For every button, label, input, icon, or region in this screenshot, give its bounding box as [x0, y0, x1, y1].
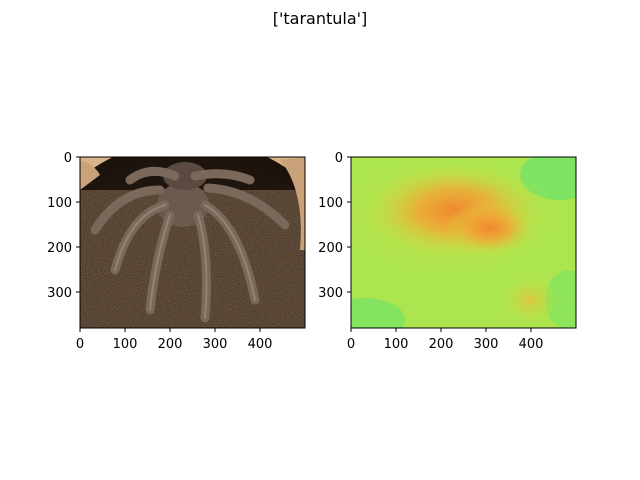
photo-xtick-label: 0	[76, 337, 84, 352]
heatmap-xtick-label: 0	[347, 337, 355, 352]
heatmap-panel: 0 100 200 300 400 0 100 200 300	[318, 151, 577, 352]
photo-axes-frame	[79, 156, 306, 329]
figure-title: ['tarantula']	[273, 9, 368, 28]
heatmap-xtick-label: 100	[384, 337, 409, 352]
heatmap-axis-ticks: 0 100 200 300 400 0 100 200 300	[318, 151, 543, 352]
photo-xtick-label: 200	[158, 337, 183, 352]
photo-xtick-label: 300	[203, 337, 228, 352]
heatmap-xtick-label: 400	[519, 337, 544, 352]
photo-xtick-label: 100	[113, 337, 138, 352]
photo-ytick-label: 0	[64, 151, 72, 166]
photo-panel: 0 100 200 300 400 0 100 200 300	[47, 151, 306, 352]
saliency-heatmap	[351, 157, 576, 328]
heatmap-axes-frame	[350, 156, 577, 329]
photo-ytick-label: 100	[47, 196, 72, 211]
heatmap-ytick-label: 0	[335, 151, 343, 166]
tarantula-photo	[80, 157, 305, 328]
heatmap-ytick-label: 200	[318, 241, 343, 256]
photo-axis-ticks: 0 100 200 300 400 0 100 200 300	[47, 151, 272, 352]
heatmap-xtick-label: 300	[474, 337, 499, 352]
photo-ytick-label: 300	[47, 286, 72, 301]
heatmap-xtick-label: 200	[429, 337, 454, 352]
photo-xtick-label: 400	[248, 337, 273, 352]
heatmap-ytick-label: 300	[318, 286, 343, 301]
photo-ytick-label: 200	[47, 241, 72, 256]
heatmap-ytick-label: 100	[318, 196, 343, 211]
